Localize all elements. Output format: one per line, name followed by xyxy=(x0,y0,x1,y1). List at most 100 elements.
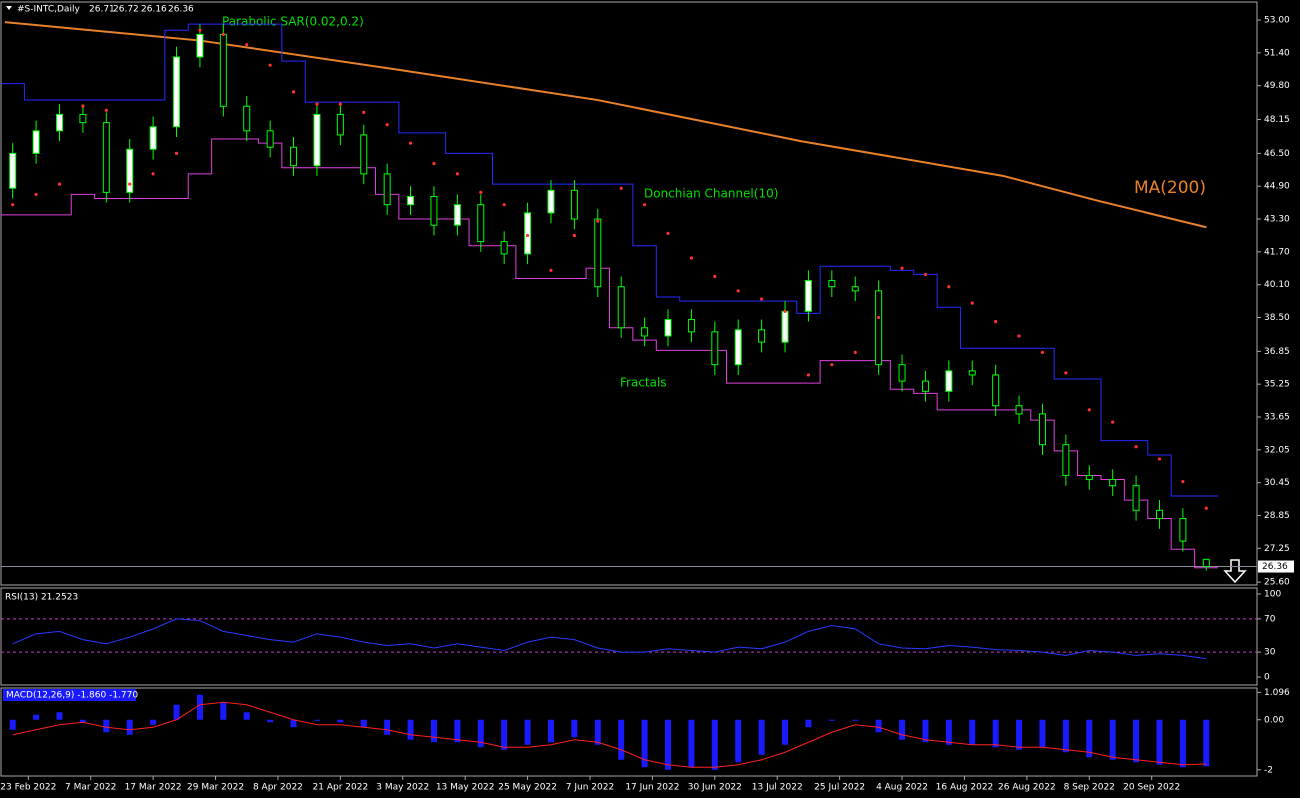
candle-body xyxy=(336,113,344,136)
candle-body xyxy=(56,113,64,132)
sar-dot xyxy=(455,172,459,176)
sar-dot xyxy=(643,203,647,207)
sar-dot xyxy=(736,289,740,293)
sar-dot xyxy=(1017,334,1021,338)
x-tick-label: 8 Sep 2022 xyxy=(1064,783,1115,793)
macd-bar xyxy=(267,719,274,723)
sar-dot xyxy=(1204,506,1208,510)
candle-body xyxy=(1155,509,1163,520)
macd-bar xyxy=(220,702,227,720)
sar-dot xyxy=(338,102,342,106)
macd-bar xyxy=(922,719,929,743)
sar-dot xyxy=(81,104,85,108)
candle-body xyxy=(921,380,929,392)
sar-dot xyxy=(572,233,576,238)
header-open: 26.71 xyxy=(89,5,115,15)
down-arrow xyxy=(1223,559,1247,584)
sar-dot xyxy=(1157,457,1162,461)
sar-dot xyxy=(362,110,366,114)
candle-body xyxy=(360,134,368,175)
header-low: 26.16 xyxy=(141,5,167,15)
macd-bar xyxy=(852,719,859,721)
macd-bar xyxy=(547,719,554,743)
candle-body xyxy=(500,241,508,255)
y-tick-label: 100 xyxy=(1264,589,1281,599)
candle-body xyxy=(453,204,461,226)
macd-bar xyxy=(33,714,40,720)
macd-bar xyxy=(407,719,414,740)
donchian-lower xyxy=(1,138,1218,569)
macd-signal xyxy=(12,701,1207,768)
sar-dot xyxy=(198,28,202,32)
macd-bar xyxy=(430,719,437,743)
y-tick-label: 28.85 xyxy=(1264,511,1290,521)
x-tick-label: 29 Mar 2022 xyxy=(187,783,244,793)
fractals-annotation: Fractals xyxy=(620,376,667,390)
candle-body xyxy=(477,204,485,243)
candle-body xyxy=(32,130,40,154)
y-tick-label: 33.65 xyxy=(1264,412,1290,422)
y-tick-label: 49.80 xyxy=(1264,81,1290,91)
ma-line xyxy=(4,21,1207,229)
sar-dot xyxy=(666,231,670,235)
sar-dot xyxy=(783,309,787,313)
sar-dot xyxy=(900,266,904,270)
y-tick-label: 44.90 xyxy=(1264,182,1290,192)
macd-bar xyxy=(735,719,742,763)
macd-bar xyxy=(969,719,976,745)
donchian-annotation: Donchian Channel(10) xyxy=(644,187,778,201)
sar-dot xyxy=(689,256,694,260)
y-tick-label: 51.40 xyxy=(1264,48,1290,58)
sar-dot xyxy=(1111,420,1115,424)
sar-dot xyxy=(245,43,249,47)
x-tick-label: 3 May 2022 xyxy=(376,783,429,793)
sar-dot xyxy=(1064,371,1068,375)
candle-body xyxy=(313,113,321,167)
x-tick-label: 8 Apr 2022 xyxy=(253,783,303,793)
x-tick-label: 16 Aug 2022 xyxy=(936,783,994,793)
sar-dot xyxy=(549,268,553,272)
sar-dot xyxy=(174,151,179,155)
macd-bar xyxy=(641,719,648,768)
sar-dot xyxy=(596,219,600,223)
sar-dot xyxy=(525,233,530,238)
candle-body xyxy=(594,218,602,288)
macd-bar xyxy=(1086,719,1093,758)
y-tick-label: 41.70 xyxy=(1264,247,1290,257)
sar-dot xyxy=(11,203,15,207)
rsi-label: RSI(13) 21.2523 xyxy=(5,593,78,603)
sar-dot xyxy=(994,320,998,324)
macd-bar xyxy=(103,719,110,733)
macd-label-bg xyxy=(3,689,136,701)
macd-bar xyxy=(805,719,812,728)
candle-body xyxy=(407,195,415,206)
candle-body xyxy=(173,56,181,128)
sar-dot xyxy=(713,274,717,279)
macd-bar xyxy=(9,719,16,730)
candle-body xyxy=(1109,479,1117,487)
x-tick-label: 20 Sep 2022 xyxy=(1123,783,1180,793)
y-tick-label: -2 xyxy=(1264,765,1273,775)
y-tick-label: 70 xyxy=(1264,614,1276,624)
x-tick-label: 26 Aug 2022 xyxy=(998,783,1056,793)
candle-body xyxy=(641,327,649,337)
macd-bar xyxy=(1203,719,1210,767)
sar-dot xyxy=(291,90,296,94)
candle-body xyxy=(851,286,859,292)
candle-body xyxy=(524,212,532,255)
x-tick-label: 25 May 2022 xyxy=(498,783,557,793)
candle-body xyxy=(1038,413,1046,446)
candle-body xyxy=(781,310,789,343)
macd-bar xyxy=(828,719,835,721)
candle-body xyxy=(290,146,298,167)
y-tick-label: 25.60 xyxy=(1264,578,1290,588)
x-tick-label: 21 Apr 2022 xyxy=(313,783,369,793)
macd-bar xyxy=(571,719,578,738)
candle-body xyxy=(734,329,742,366)
y-tick-label: 0.00 xyxy=(1264,715,1284,725)
macd-bar xyxy=(243,712,250,720)
macd-bar xyxy=(618,719,625,760)
macd-bar xyxy=(384,719,391,735)
sar-dot xyxy=(923,272,928,277)
